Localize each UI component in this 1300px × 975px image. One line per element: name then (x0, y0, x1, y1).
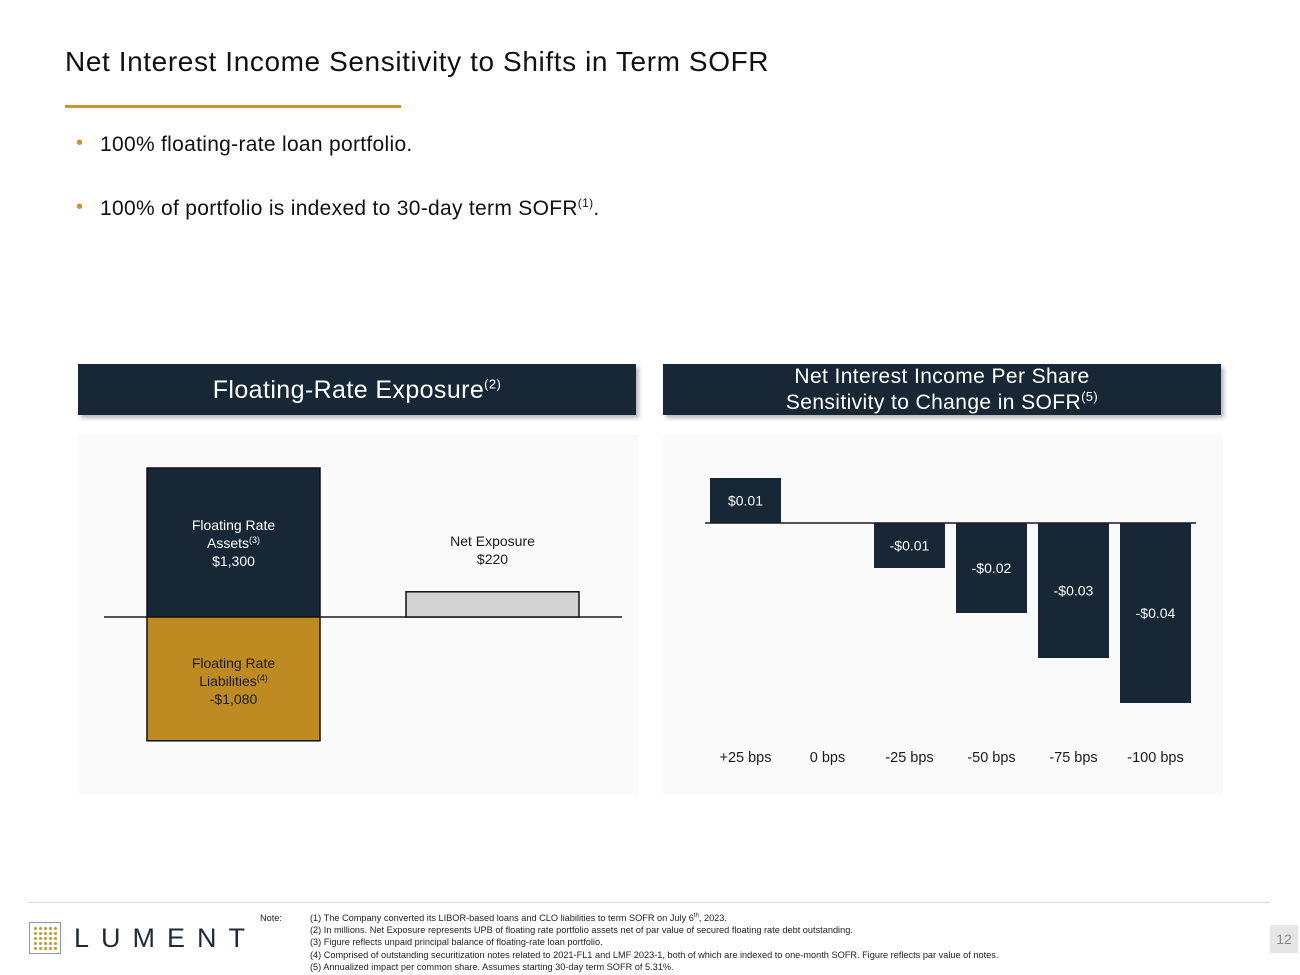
logo-dot (34, 942, 37, 945)
page-number: 12 (1270, 925, 1298, 953)
logo-dot (44, 942, 47, 945)
logo-dot (44, 947, 47, 950)
bar-3 (956, 523, 1027, 613)
notes-label: Note: (260, 913, 282, 923)
bullet-text: 100% of portfolio is indexed to 30-day t… (100, 197, 578, 220)
panel-title-line1: Net Interest Income Per Share (794, 364, 1090, 388)
footnote-ref: (2) (484, 376, 502, 392)
net-exposure-value-label: $220 (477, 551, 508, 567)
sensitivity-chart-area: $0.01 +25 bps 0 bps -$0.01 -25 bps -$0.02 -50 … (663, 435, 1223, 795)
exposure-chart-area: Floating Rate Assets(3) $1,300 Floating … (78, 435, 638, 795)
logo-dot (34, 932, 37, 935)
lument-logo: LUMENT (29, 922, 257, 954)
logo-wordmark: LUMENT (74, 922, 258, 953)
bar-0 (710, 478, 781, 523)
logo-dot (49, 927, 52, 930)
assets-label: Floating Rate (192, 517, 275, 533)
logo-dot (44, 927, 47, 930)
logo-dot (39, 942, 42, 945)
logo-dot (54, 937, 57, 940)
category-label: -25 bps (885, 750, 933, 766)
bar-net-exposure (405, 591, 580, 618)
logo-dot (49, 932, 52, 935)
panel-title: Floating-Rate Exposure (212, 375, 485, 404)
logo-dot (39, 932, 42, 935)
panel-title-line2: Sensitivity to Change in SOFR (785, 390, 1082, 414)
page-title: Net Interest Income Sensitivity to Shift… (65, 46, 770, 77)
nii-sensitivity-header: Net Interest Income Per Share Sensitivit… (663, 364, 1221, 415)
bullet-dot-icon: • (76, 196, 84, 218)
logo-dot (54, 947, 57, 950)
logo-dot (44, 937, 47, 940)
footnote-ref: (4) (257, 673, 268, 683)
footnote-line: (2) In millions. Net Exposure represents… (310, 925, 853, 936)
category-label: -75 bps (1049, 750, 1097, 766)
logo-mark-icon (29, 922, 61, 954)
bar-value-label: -$0.03 (1054, 583, 1094, 599)
bar-2 (874, 523, 945, 568)
bullet-dot-icon: • (76, 132, 84, 154)
logo-dot (34, 947, 37, 950)
bar-4 (1038, 523, 1109, 658)
title-underline (65, 105, 401, 108)
bullet-suffix: . (593, 197, 600, 220)
bullet-text: 100% floating-rate loan portfolio. (100, 133, 413, 156)
footnote-ref: (3) (249, 535, 260, 545)
bar-value-label: -$0.02 (972, 560, 1012, 576)
liabilities-label: Floating Rate (192, 655, 275, 671)
logo-dot (49, 937, 52, 940)
logo-dot (39, 947, 42, 950)
liabilities-value-label: -$1,080 (210, 691, 258, 707)
category-label: +25 bps (719, 750, 771, 766)
logo-dot (49, 947, 52, 950)
category-label: -50 bps (967, 750, 1015, 766)
exposure-chart: Floating Rate Assets(3) $1,300 Floating … (104, 467, 622, 742)
footnote-line: (5) Annualized impact per common share. … (310, 961, 674, 972)
footnote-line: (3) Figure reflects unpaid principal bal… (310, 937, 603, 948)
assets-label-line2: Assets(3) (207, 535, 260, 551)
footnote-line: (1) The Company converted its LIBOR-base… (310, 912, 727, 923)
bar-value-label: -$0.01 (890, 538, 930, 554)
liabilities-label-line2: Liabilities(4) (199, 673, 268, 689)
footnote-ref: (5) (1081, 388, 1099, 404)
footer-divider (28, 902, 1270, 903)
logo-dot (34, 927, 37, 930)
bar-5 (1120, 523, 1191, 703)
floating-rate-exposure-header: Floating-Rate Exposure(2) (78, 364, 636, 415)
logo-dot (54, 932, 57, 935)
net-exposure-label: Net Exposure (450, 533, 535, 549)
category-label: -100 bps (1127, 750, 1183, 766)
logo-dot (39, 927, 42, 930)
bar-floating-rate-liabilities (146, 616, 321, 742)
logo-dot (54, 927, 57, 930)
footnote-line: (4) Comprised of outstanding securitizat… (310, 949, 999, 960)
logo-dot (54, 942, 57, 945)
bar-value-label: -$0.04 (1136, 605, 1176, 621)
logo-dot (34, 937, 37, 940)
logo-dot (39, 937, 42, 940)
sensitivity-chart: $0.01 +25 bps 0 bps -$0.01 -25 bps -$0.02 -50 … (705, 478, 1196, 766)
category-label: 0 bps (810, 750, 845, 766)
footnote-ref: (1) (577, 196, 594, 210)
assets-value-label: $1,300 (212, 553, 255, 569)
logo-dot (44, 932, 47, 935)
logo-dot (49, 942, 52, 945)
bar-value-label: $0.01 (728, 493, 763, 509)
